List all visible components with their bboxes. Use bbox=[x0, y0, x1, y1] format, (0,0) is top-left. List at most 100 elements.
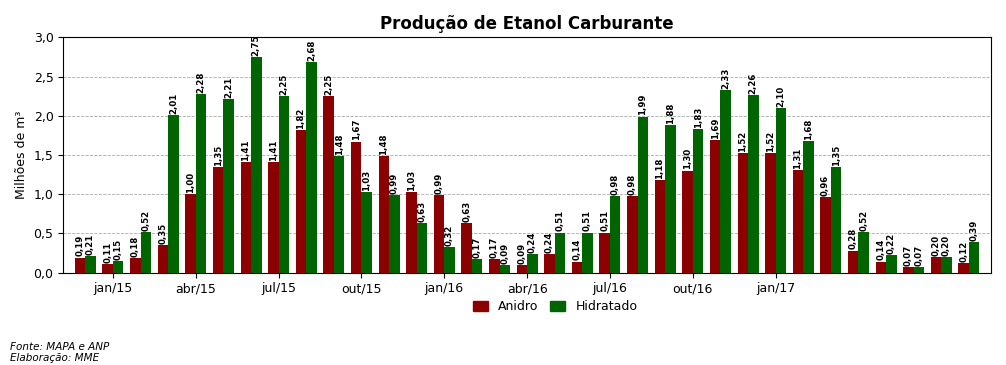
Text: 0,63: 0,63 bbox=[462, 201, 471, 222]
Bar bbox=[445, 247, 455, 273]
Text: 1,03: 1,03 bbox=[362, 169, 371, 191]
Text: 0,39: 0,39 bbox=[970, 219, 979, 241]
Text: 0,24: 0,24 bbox=[528, 231, 537, 253]
Text: 0,20: 0,20 bbox=[942, 235, 951, 255]
Text: 0,07: 0,07 bbox=[914, 245, 924, 266]
Text: 1,18: 1,18 bbox=[656, 157, 664, 179]
Text: 0,17: 0,17 bbox=[473, 237, 482, 258]
Bar bbox=[710, 140, 720, 273]
Bar bbox=[682, 170, 693, 273]
Text: 0,14: 0,14 bbox=[572, 239, 581, 260]
Text: 2,25: 2,25 bbox=[280, 74, 289, 95]
Text: 0,98: 0,98 bbox=[611, 173, 620, 195]
Y-axis label: Milhões de m³: Milhões de m³ bbox=[15, 111, 28, 199]
Bar bbox=[389, 195, 399, 273]
Text: 1,67: 1,67 bbox=[352, 119, 361, 141]
Text: 0,52: 0,52 bbox=[141, 210, 150, 231]
Text: 1,03: 1,03 bbox=[407, 169, 415, 191]
Text: 1,52: 1,52 bbox=[766, 131, 775, 152]
Bar bbox=[462, 223, 472, 273]
Bar bbox=[571, 262, 582, 273]
Text: 0,09: 0,09 bbox=[500, 243, 509, 264]
Legend: Anidro, Hidratado: Anidro, Hidratado bbox=[468, 295, 643, 318]
Text: 0,51: 0,51 bbox=[583, 210, 593, 231]
Bar bbox=[655, 180, 665, 273]
Text: 0,35: 0,35 bbox=[159, 223, 167, 244]
Bar bbox=[74, 258, 86, 273]
Text: 0,99: 0,99 bbox=[435, 173, 444, 194]
Bar bbox=[168, 115, 179, 273]
Bar bbox=[416, 223, 428, 273]
Text: 1,69: 1,69 bbox=[710, 118, 719, 139]
Text: 0,22: 0,22 bbox=[887, 233, 895, 254]
Text: 0,14: 0,14 bbox=[876, 239, 885, 260]
Text: 1,48: 1,48 bbox=[379, 134, 388, 155]
Bar bbox=[638, 116, 648, 273]
Text: 1,31: 1,31 bbox=[794, 147, 803, 169]
Bar bbox=[875, 262, 886, 273]
Bar bbox=[693, 129, 703, 273]
Bar bbox=[213, 167, 223, 273]
Text: 2,10: 2,10 bbox=[777, 85, 786, 107]
Text: 1,41: 1,41 bbox=[241, 139, 250, 161]
Bar bbox=[406, 192, 416, 273]
Bar bbox=[223, 99, 234, 273]
Bar bbox=[527, 254, 537, 273]
Bar bbox=[858, 232, 869, 273]
Text: Fonte: MAPA e ANP
Elaboração: MME: Fonte: MAPA e ANP Elaboração: MME bbox=[10, 342, 110, 363]
Bar bbox=[748, 95, 759, 273]
Bar bbox=[627, 196, 638, 273]
Text: 2,33: 2,33 bbox=[721, 67, 730, 89]
Text: 0,63: 0,63 bbox=[417, 201, 427, 222]
Bar bbox=[737, 153, 748, 273]
Bar bbox=[113, 261, 124, 273]
Bar bbox=[831, 167, 841, 273]
Bar bbox=[942, 257, 952, 273]
Bar bbox=[130, 258, 141, 273]
Text: 0,20: 0,20 bbox=[932, 235, 941, 255]
Text: 0,11: 0,11 bbox=[104, 242, 113, 263]
Text: 0,28: 0,28 bbox=[849, 228, 858, 249]
Bar bbox=[820, 197, 831, 273]
Text: 2,21: 2,21 bbox=[224, 77, 233, 98]
Text: 1,88: 1,88 bbox=[666, 103, 675, 124]
Text: 0,07: 0,07 bbox=[904, 245, 912, 266]
Bar bbox=[240, 162, 252, 273]
Bar bbox=[434, 195, 445, 273]
Bar bbox=[269, 162, 279, 273]
Bar bbox=[103, 264, 113, 273]
Text: 0,12: 0,12 bbox=[959, 241, 968, 262]
Text: 0,17: 0,17 bbox=[490, 237, 499, 258]
Bar bbox=[351, 142, 361, 273]
Bar bbox=[610, 196, 621, 273]
Bar bbox=[544, 254, 554, 273]
Text: 0,19: 0,19 bbox=[75, 235, 85, 257]
Bar bbox=[665, 125, 676, 273]
Bar bbox=[600, 233, 610, 273]
Bar bbox=[969, 242, 980, 273]
Text: 1,52: 1,52 bbox=[738, 131, 747, 152]
Bar bbox=[378, 157, 389, 273]
Text: 2,01: 2,01 bbox=[169, 92, 178, 114]
Title: Produção de Etanol Carburante: Produção de Etanol Carburante bbox=[380, 15, 674, 33]
Bar bbox=[931, 257, 942, 273]
Bar bbox=[158, 245, 168, 273]
Bar bbox=[500, 265, 510, 273]
Bar bbox=[361, 192, 372, 273]
Bar bbox=[196, 94, 206, 273]
Bar bbox=[848, 250, 858, 273]
Bar bbox=[472, 259, 483, 273]
Text: 1,00: 1,00 bbox=[186, 172, 195, 193]
Text: 2,28: 2,28 bbox=[196, 71, 205, 93]
Text: 1,35: 1,35 bbox=[832, 144, 841, 165]
Bar bbox=[913, 267, 925, 273]
Text: 1,41: 1,41 bbox=[269, 139, 278, 161]
Text: 0,51: 0,51 bbox=[601, 210, 610, 231]
Bar bbox=[776, 108, 786, 273]
Bar bbox=[803, 141, 814, 273]
Text: 0,18: 0,18 bbox=[131, 236, 140, 257]
Bar bbox=[793, 170, 803, 273]
Bar bbox=[296, 130, 306, 273]
Bar bbox=[323, 96, 334, 273]
Text: 1,99: 1,99 bbox=[639, 94, 647, 115]
